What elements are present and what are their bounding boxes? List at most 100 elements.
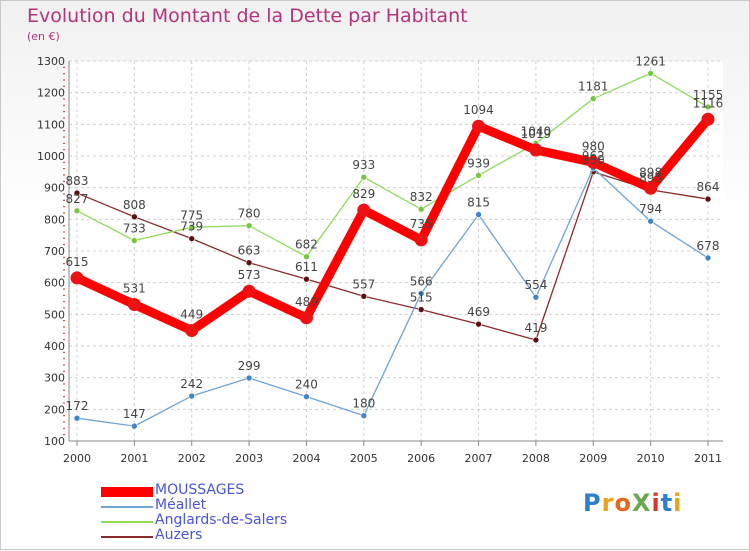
data-label-anglards-de-salers: 827 [66, 192, 89, 206]
data-point-meallet [360, 412, 368, 419]
y-tick-label: 200 [44, 403, 65, 416]
data-label-meallet: 240 [295, 378, 318, 392]
data-point-anglards-de-salers [188, 223, 196, 231]
chart-title: Evolution du Montant de la Dette par Hab… [27, 5, 468, 27]
data-label-meallet: 678 [697, 239, 720, 253]
legend-item-moussages: MOUSSAGES [99, 482, 359, 499]
data-point-moussages [242, 284, 256, 298]
legend-swatch [101, 536, 153, 538]
logo-letter: t [660, 489, 674, 517]
y-tick-label: 100 [44, 435, 65, 448]
data-label-auzers: 611 [295, 260, 318, 274]
data-point-auzers [245, 259, 253, 267]
y-tick-label: 1000 [37, 150, 65, 163]
x-tick-label: 2006 [407, 452, 435, 465]
logo-letter: P [583, 489, 602, 517]
data-point-anglards-de-salers [417, 205, 425, 213]
legend-item-anglards-de-salers: Anglards-de-Salers [99, 512, 359, 529]
logo-letter: X [631, 489, 652, 517]
x-tick-label: 2001 [120, 452, 148, 465]
legend-swatch [101, 521, 153, 523]
x-tick-label: 2008 [522, 452, 550, 465]
data-label-meallet: 815 [467, 196, 490, 210]
data-point-meallet [417, 290, 425, 297]
data-label-auzers: 663 [238, 244, 261, 258]
data-point-meallet [303, 393, 310, 400]
x-tick-label: 2003 [235, 452, 263, 465]
data-point-meallet [532, 293, 540, 301]
x-tick-label: 2009 [579, 452, 607, 465]
data-point-moussages [414, 233, 428, 247]
x-tick-label: 2000 [63, 452, 91, 465]
data-point-auzers [303, 275, 310, 283]
data-point-anglards-de-salers [360, 173, 368, 181]
data-label-moussages: 980 [582, 139, 605, 153]
data-label-meallet: 180 [352, 397, 375, 411]
chart-series [70, 70, 715, 430]
series-line-anglards-de-salers [76, 72, 709, 258]
data-label-anglards-de-salers: 780 [238, 207, 261, 221]
chart-axes: 100 200 300 400 500 600 700 800 900 1000 1100 1200 1… [37, 55, 723, 465]
y-tick-label: 500 [44, 308, 65, 321]
data-point-auzers [417, 306, 425, 313]
chart-data-labels: 883 808 739 663 611 557 515 469 419 950 893 864 827 7… [66, 54, 724, 421]
data-point-meallet [647, 217, 654, 225]
data-label-anglards-de-salers: 682 [295, 238, 318, 252]
y-tick-label: 300 [44, 372, 65, 385]
data-label-meallet: 962 [582, 149, 605, 163]
data-label-anglards-de-salers: 775 [180, 208, 203, 222]
x-tick-label: 2010 [637, 452, 665, 465]
data-label-auzers: 864 [697, 180, 720, 194]
data-label-auzers: 883 [66, 174, 89, 188]
data-label-moussages: 898 [639, 165, 662, 179]
logo-letter: i [673, 489, 683, 517]
data-label-moussages: 615 [66, 255, 89, 269]
data-point-moussages [357, 203, 371, 217]
legend-label: Auzers [155, 527, 203, 543]
data-point-anglards-de-salers [475, 172, 482, 179]
y-tick-label: 900 [44, 182, 65, 195]
data-point-meallet [475, 211, 482, 218]
data-label-auzers: 893 [639, 171, 662, 185]
data-label-auzers: 557 [352, 277, 375, 291]
data-label-anglards-de-salers: 1155 [693, 88, 724, 102]
data-point-auzers [73, 189, 81, 197]
chart-grid [69, 60, 723, 442]
data-point-auzers [475, 320, 482, 328]
data-label-moussages: 531 [123, 282, 146, 296]
data-label-moussages: 573 [238, 268, 261, 282]
data-label-auzers: 739 [180, 220, 203, 234]
data-point-anglards-de-salers [647, 70, 654, 77]
data-point-meallet [704, 254, 712, 262]
data-point-auzers [532, 336, 540, 344]
data-label-moussages: 1116 [693, 96, 724, 110]
data-point-auzers [704, 195, 712, 203]
data-label-meallet: 554 [524, 278, 547, 292]
data-label-auzers: 515 [410, 291, 433, 305]
data-point-anglards-de-salers [131, 237, 138, 244]
legend-item-meallet: Méallet [99, 497, 359, 514]
y-tick-label: 1300 [37, 55, 65, 68]
series-line-meallet [76, 167, 709, 427]
data-label-meallet: 172 [66, 399, 89, 413]
data-label-anglards-de-salers: 733 [123, 222, 146, 236]
data-label-anglards-de-salers: 1261 [635, 54, 666, 68]
logo-letter: o [614, 489, 632, 517]
data-point-moussages [644, 181, 658, 195]
data-label-meallet: 242 [180, 377, 203, 391]
data-point-meallet [73, 414, 81, 422]
data-label-auzers: 469 [467, 305, 490, 319]
y-tick-label: 600 [44, 277, 65, 290]
data-point-anglards-de-salers [704, 103, 712, 111]
data-label-anglards-de-salers: 1181 [578, 80, 609, 94]
chart-unit-label: (en €) [27, 30, 60, 43]
data-label-auzers: 950 [582, 153, 605, 167]
data-point-moussages [299, 311, 313, 325]
data-label-moussages: 1094 [463, 103, 494, 117]
data-label-moussages: 829 [352, 187, 375, 201]
data-point-anglards-de-salers [589, 95, 597, 102]
data-point-moussages [586, 155, 600, 169]
data-point-moussages [185, 323, 199, 337]
data-point-moussages [472, 119, 486, 133]
